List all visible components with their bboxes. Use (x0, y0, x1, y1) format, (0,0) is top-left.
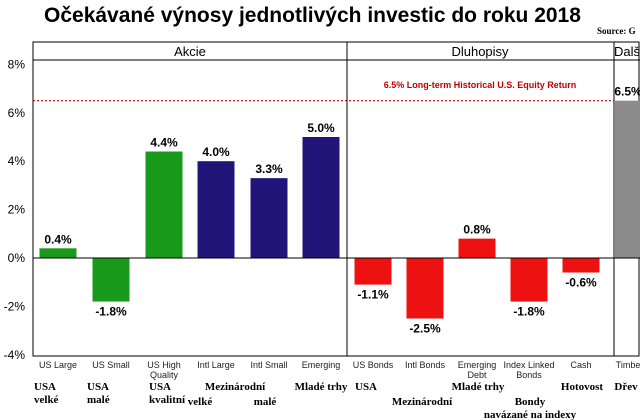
data-label: -2.5% (409, 322, 441, 336)
y-axis: 8% 6% 4% 2% 0% -2% -4% (4, 57, 26, 361)
data-label: 0.8% (463, 223, 491, 237)
czech-label: Hotovost (561, 381, 604, 393)
y-tick-label: 8% (8, 57, 26, 71)
group-headers: Akcie Dluhopisy Dalš (174, 44, 640, 59)
bar (92, 258, 130, 302)
bar (39, 248, 77, 258)
y-tick-label: 4% (8, 154, 26, 168)
chart-source: Source: G (597, 26, 636, 36)
czech-label: Mezinárodní (392, 396, 453, 408)
data-labels: 0.4% -1.8% 4.4% 4.0% 3.3% 5.0% -1.1% -2.5% 0.8% -… (44, 85, 640, 336)
bar (406, 258, 444, 319)
bar (354, 258, 392, 285)
czech-label: velké (188, 396, 213, 408)
y-tick-label: 2% (8, 203, 26, 217)
data-label: -1.8% (95, 305, 127, 319)
data-label: 4.4% (150, 136, 178, 150)
category-label: US Small (92, 360, 130, 370)
data-label: -1.8% (513, 305, 545, 319)
czech-label: USA (355, 381, 377, 393)
bar (302, 137, 340, 258)
bar (250, 178, 288, 258)
category-label: US High Quality (147, 360, 181, 380)
bar (458, 238, 496, 258)
bar (562, 258, 600, 273)
y-tick-label: -2% (4, 299, 26, 313)
category-label: US Bonds (353, 360, 394, 370)
category-label: Emerging Debt (458, 360, 497, 380)
category-labels: US Large US Small US High Quality Intl Large… (39, 360, 640, 380)
czech-label: USA malé (87, 381, 110, 406)
chart-title: Očekávané výnosy jednotlivých investic d… (44, 4, 581, 27)
bar (145, 151, 183, 258)
czech-label: Mladé trhy (295, 381, 348, 393)
bar (197, 161, 235, 258)
data-label: 6.5% (614, 85, 640, 99)
czech-label: Bondy navázané na indexy (484, 396, 577, 420)
czech-label: USA velké (34, 381, 59, 406)
data-label: 3.3% (255, 162, 283, 176)
reference-line: 6.5% Long-term Historical U.S. Equity Re… (33, 80, 614, 102)
category-label: Index Linked Bonds (503, 360, 554, 380)
czech-label: Dřev (614, 381, 638, 393)
czech-label: Mezinárodní (205, 381, 266, 393)
bars (33, 100, 640, 319)
czech-label: malé (254, 396, 277, 408)
category-label: Emerging (302, 360, 341, 370)
data-label: -1.1% (357, 288, 389, 302)
bar (510, 258, 548, 302)
category-label: US Large (39, 360, 77, 370)
category-label: Cash (570, 360, 591, 370)
reference-line-label: 6.5% Long-term Historical U.S. Equity Re… (384, 80, 577, 90)
czech-label: USA kvalitní (149, 381, 186, 406)
category-label: Intl Bonds (405, 360, 446, 370)
y-tick-label: 6% (8, 106, 26, 120)
group-header-2: Dalš (614, 44, 640, 59)
data-label: 0.4% (44, 232, 72, 246)
y-tick-label: -4% (4, 348, 26, 362)
data-label: 4.0% (202, 145, 230, 159)
group-header-0: Akcie (174, 44, 206, 59)
group-header-1: Dluhopisy (451, 44, 509, 59)
y-tick-label: 0% (8, 251, 26, 265)
category-label: Intl Large (197, 360, 235, 370)
czech-label: Mladé trhy (452, 381, 505, 393)
data-label: 5.0% (307, 121, 335, 135)
category-label: Timbe (616, 360, 640, 370)
category-label: Intl Small (250, 360, 287, 370)
data-label: -0.6% (565, 276, 597, 290)
bar (615, 100, 640, 258)
